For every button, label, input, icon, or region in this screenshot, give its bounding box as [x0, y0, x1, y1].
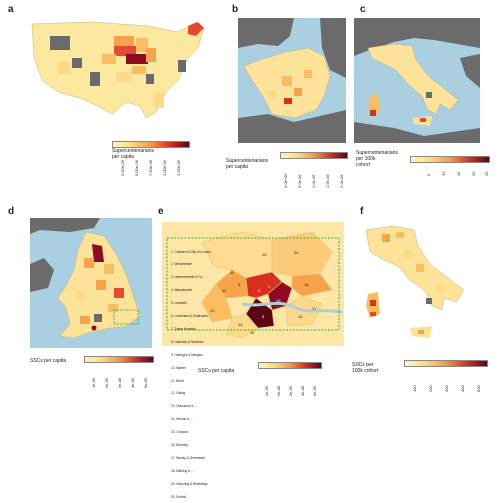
panel-label-c: c — [360, 4, 366, 15]
borough-item: 8. Hackney & Newham — [171, 339, 204, 344]
legend-d-tick: 4e-05 — [130, 377, 135, 388]
borough-item: 2. Westminster — [171, 262, 193, 267]
borough-item: 14. Merton & ... — [171, 417, 193, 422]
legend-d-title: SSCs per capita — [30, 358, 67, 364]
legend-a-tick: 1.00e-05 — [162, 160, 167, 176]
panel-label-d: d — [8, 206, 15, 217]
map-label: 11 — [230, 270, 235, 275]
legend-a-tick: 2.50e-06 — [120, 160, 125, 176]
italy-choropleth-map — [354, 18, 480, 143]
map-label: 3 — [238, 282, 241, 287]
map-label: 19 — [276, 298, 281, 303]
borough-item: 15. Croydon — [171, 430, 189, 435]
map-label: 4 — [254, 302, 257, 307]
england-wales-choropleth-map — [30, 218, 152, 348]
legend-f-tick: 400 — [460, 385, 465, 392]
legend-d-colorbar — [84, 356, 154, 363]
borough-item: 4. Wandsworth — [171, 288, 193, 293]
map-label: 17 — [312, 306, 317, 311]
borough-item: 13. Hounslow & ... — [171, 404, 197, 409]
map-label: 15 — [250, 330, 255, 335]
legend-a-tick: 7.50e-06 — [148, 160, 153, 176]
borough-item: 1. Camden & City of London — [171, 249, 212, 254]
borough-item: 9. Haringey & Islington — [171, 352, 204, 357]
map-label: 20 — [294, 250, 299, 255]
legend-e-tick: 5e-05 — [312, 385, 317, 396]
legend-b-tick: 2.0e-05 — [339, 174, 344, 188]
legend-d-tick: 5e-05 — [143, 377, 148, 388]
legend-b-tick: 5.0e-06 — [297, 174, 302, 188]
legend-a-tick: 1.25e-05 — [176, 160, 181, 176]
legend-f-tick: 100 — [412, 385, 417, 392]
borough-item: 7. Tower Hamlets — [171, 326, 196, 331]
borough-item: 6. Lewisham & Southwark — [171, 314, 208, 319]
legend-a-tick: 5.00e-06 — [134, 160, 139, 176]
legend-c-colorbar — [410, 156, 490, 163]
legend-d-tick: 3e-05 — [117, 377, 122, 388]
borough-item: 10. Barnet — [171, 365, 186, 370]
panel-label-a: a — [8, 4, 14, 15]
panel-label-e: e — [158, 206, 164, 217]
map-label: 2 — [258, 288, 261, 293]
legend-e-tick: 2e-05 — [276, 385, 281, 396]
legend-e-tick: 1e-05 — [264, 385, 269, 396]
legend-d-tick: 2e-05 — [104, 377, 109, 388]
france-choropleth-map — [238, 18, 346, 143]
legend-a-title: Supercentenarians per capita — [112, 148, 154, 160]
legend-c-tick: 5 — [426, 173, 431, 176]
map-label: 16 — [298, 314, 303, 319]
map-label: 12 — [222, 288, 227, 293]
legend-b-tick: 1.5e-05 — [325, 174, 330, 188]
legend-b-tick: 1.0e-05 — [311, 174, 316, 188]
map-label: 10 — [262, 252, 267, 257]
panel-label-f: f — [360, 206, 364, 217]
map-label: 1 — [268, 284, 271, 289]
legend-c-title: Supercentenarians per 100k cohort — [356, 150, 398, 168]
legend-f-colorbar — [404, 360, 488, 367]
borough-item: 17. Bexley & Greenwich — [171, 455, 206, 460]
map-label: 5 — [262, 314, 265, 319]
borough-item: 18. Barking & ... — [171, 468, 194, 473]
legend-f-tick: 500 — [476, 385, 481, 392]
legend-f-title: SSCs per 100k cohort — [352, 362, 379, 374]
legend-b-colorbar — [280, 152, 348, 159]
legend-e-colorbar — [258, 362, 322, 369]
borough-item: 20. Enfield — [171, 494, 187, 499]
map-label: 14 — [238, 322, 243, 327]
usa-choropleth-map — [31, 21, 205, 119]
legend-e-title: SSCs per capita — [198, 368, 235, 374]
legend-c-tick: 25 — [484, 171, 489, 176]
london-choropleth-map: 10 20 11 12 1 2 3 4 5 13 14 15 16 17 18 … — [162, 222, 344, 346]
legend-b-tick: 0.0e+00 — [283, 173, 288, 188]
italy-ssc-choropleth-map — [365, 225, 465, 338]
legend-c-tick: 20 — [471, 171, 476, 176]
borough-item: 19. Havering & Redbridge — [171, 481, 208, 486]
legend-a-colorbar — [112, 141, 190, 148]
legend-e-tick: 4e-05 — [300, 385, 305, 396]
legend-d-tick: 1e-05 — [91, 377, 96, 388]
legend-c-tick: 15 — [456, 171, 461, 176]
map-label: 18 — [304, 282, 309, 287]
borough-item: 12. Ealing — [171, 391, 186, 396]
legend-f-tick: 200 — [428, 385, 433, 392]
legend-e-tick: 3e-05 — [288, 385, 293, 396]
borough-item: 3. Hammersmith & Fu... — [171, 275, 205, 280]
legend-b-title: Supercentenarians per capita — [226, 158, 268, 170]
borough-item: 16. Bromley — [171, 442, 189, 447]
panel-label-b: b — [232, 4, 239, 15]
map-label: 13 — [210, 308, 215, 313]
borough-item: 5. Lambeth — [171, 301, 187, 306]
legend-c-tick: 10 — [441, 171, 446, 176]
borough-item: 11. Brent — [171, 378, 184, 383]
legend-f-tick: 300 — [444, 385, 449, 392]
